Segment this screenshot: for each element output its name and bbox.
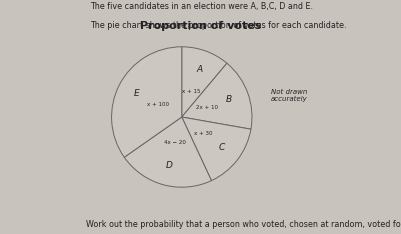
Wedge shape	[124, 117, 211, 187]
Text: C: C	[219, 143, 225, 152]
Wedge shape	[182, 47, 227, 117]
Text: 4x − 20: 4x − 20	[164, 140, 186, 145]
Text: 2x + 10: 2x + 10	[196, 105, 218, 110]
Text: B: B	[226, 95, 232, 104]
Text: x + 100: x + 100	[147, 102, 169, 107]
Text: Work out the probability that a person who voted, chosen at random, voted for E.: Work out the probability that a person w…	[86, 220, 401, 229]
Wedge shape	[182, 63, 252, 129]
Text: E: E	[134, 89, 140, 98]
Text: A: A	[196, 65, 202, 74]
Text: x + 30: x + 30	[194, 131, 212, 136]
Wedge shape	[111, 47, 182, 157]
Text: Proportion of votes: Proportion of votes	[140, 21, 261, 31]
Text: The pie chart shows the proportion of votes for each candidate.: The pie chart shows the proportion of vo…	[91, 21, 347, 30]
Text: The five candidates in an election were A, B,C, D and E.: The five candidates in an election were …	[91, 2, 314, 11]
Text: D: D	[165, 161, 172, 170]
Wedge shape	[182, 117, 251, 181]
Text: x + 15: x + 15	[182, 89, 200, 95]
Text: Not drawn
accurately: Not drawn accurately	[271, 89, 308, 102]
